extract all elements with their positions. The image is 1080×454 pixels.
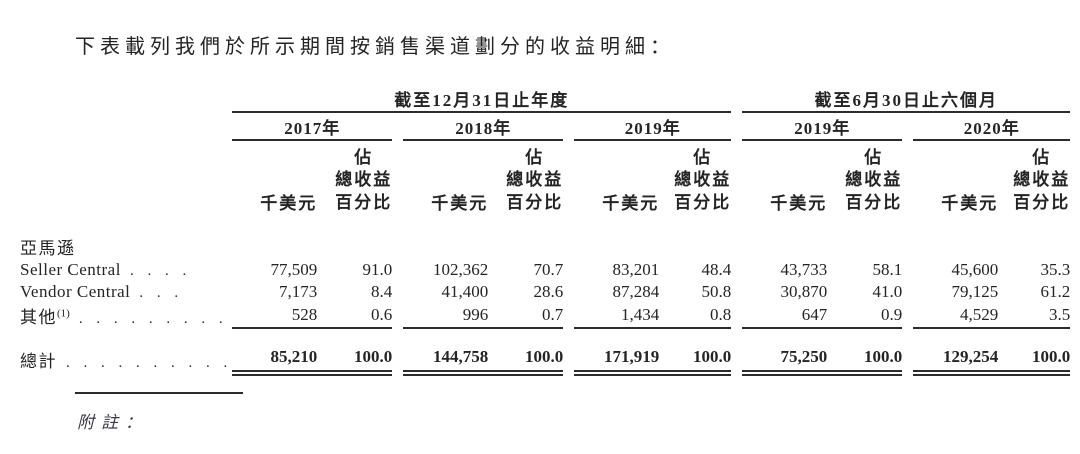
cell-value: 0.8: [659, 303, 732, 329]
table-year-header-row: 2017年 2018年 2019年 2019年 2020年: [20, 112, 1071, 141]
year-header-2018: 2018年: [403, 112, 564, 141]
cell-value: 70.7: [533, 260, 564, 279]
cell-value: 48.4: [701, 260, 732, 279]
cell-value: 41,400: [441, 282, 489, 301]
dot-leader: . . . . . . . . . .: [66, 354, 233, 371]
total-row: 總計. . . . . . . . . . 85,210 100.0 144,7…: [20, 345, 1071, 376]
dot-leader: . . . . . . . . .: [78, 311, 228, 327]
year-header-2019-interim: 2019年: [742, 112, 903, 141]
section-label: 亞馬遜: [20, 239, 76, 258]
total-value: 100.0: [488, 345, 564, 376]
intro-paragraph: 下表載列我們於所示期間按銷售渠道劃分的收益明細：: [75, 36, 675, 58]
cell-value: 58.1: [872, 260, 903, 279]
row-vendor-central: Vendor Central. . . 7,173 8.4 41,400 28.…: [20, 281, 1070, 303]
cell-value: 61.2: [1040, 282, 1071, 301]
group-header-interim: 截至6月30日止六個月: [742, 86, 1071, 113]
cell-value: 1,434: [574, 303, 660, 329]
cell-value: 43,733: [780, 260, 828, 279]
revenue-by-channel-table: 截至12月31日止年度 截至6月30日止六個月 2017年 2018年 2019…: [20, 86, 1071, 376]
total-label: 總計. . . . . . . . . .: [20, 351, 233, 371]
cell-value: 0.6: [317, 303, 393, 329]
cell-value: 91.0: [362, 260, 393, 279]
group-header-annual: 截至12月31日止年度: [232, 86, 732, 113]
pct-header: 佔總收益 百分比: [335, 147, 393, 212]
total-value: 85,210: [232, 345, 318, 376]
cell-value: 7,173: [279, 282, 318, 301]
year-header-2019: 2019年: [574, 112, 732, 141]
total-value: 100.0: [998, 345, 1071, 376]
cell-value: 647: [742, 303, 828, 329]
notes-heading: 附註：: [77, 413, 149, 432]
total-value: 100.0: [659, 345, 732, 376]
cell-value: 0.9: [827, 303, 903, 329]
cell-value: 77,509: [270, 260, 318, 279]
footnote-separator: [75, 392, 243, 394]
pct-header: 佔總收益 百分比: [674, 147, 732, 212]
table-group-header-row: 截至12月31日止年度 截至6月30日止六個月: [20, 86, 1071, 113]
cell-value: 3.5: [998, 303, 1071, 329]
row-others: 其他(1). . . . . . . . . 528 0.6 996 0.7 1…: [20, 303, 1071, 329]
total-value: 100.0: [317, 345, 393, 376]
cell-value: 28.6: [533, 282, 564, 301]
cell-value: 50.8: [701, 282, 732, 301]
row-label: 其他(1). . . . . . . . .: [20, 307, 228, 327]
spacer-row: [20, 214, 1070, 234]
unit-header: 千美元: [941, 194, 999, 213]
year-header-2017: 2017年: [232, 112, 393, 141]
total-value: 129,254: [913, 345, 999, 376]
column-gap: [731, 86, 742, 112]
total-value: 75,250: [742, 345, 828, 376]
cell-value: 30,870: [780, 282, 828, 301]
cell-value: 79,125: [951, 282, 999, 301]
cell-value: 0.7: [488, 303, 564, 329]
section-row-amazon: 亞馬遜: [20, 234, 1070, 259]
total-value: 144,758: [403, 345, 489, 376]
cell-value: 87,284: [612, 282, 660, 301]
spacer-row: [20, 328, 1070, 345]
cell-value: 83,201: [612, 260, 660, 279]
cell-value: 41.0: [872, 282, 903, 301]
total-value: 100.0: [827, 345, 903, 376]
row-label: Seller Central. . . .: [20, 260, 192, 279]
cell-value: 45,600: [951, 260, 999, 279]
unit-header: 千美元: [260, 194, 318, 213]
dot-leader: . . .: [139, 285, 184, 301]
unit-header: 千美元: [602, 194, 660, 213]
year-header-2020-interim: 2020年: [913, 112, 1071, 141]
pct-header: 佔總收益 百分比: [506, 147, 564, 212]
row-seller-central: Seller Central. . . . 77,509 91.0 102,36…: [20, 259, 1070, 281]
table-subheader-row: 千美元 佔總收益 百分比 千美元 佔總收益 百分比 千美元 佔總收益 百分比 千美元 …: [20, 140, 1070, 214]
row-label: Vendor Central. . .: [20, 282, 184, 301]
cell-value: 102,362: [433, 260, 489, 279]
unit-header: 千美元: [431, 194, 489, 213]
cell-value: 8.4: [371, 282, 393, 301]
unit-header: 千美元: [770, 194, 828, 213]
total-value: 171,919: [574, 345, 660, 376]
cell-value: 35.3: [1040, 260, 1071, 279]
pct-header: 佔總收益 百分比: [845, 147, 903, 212]
pct-header: 佔總收益 百分比: [1013, 147, 1071, 212]
footnote-ref: (1): [57, 307, 70, 320]
cell-value: 528: [232, 303, 318, 329]
cell-value: 4,529: [913, 303, 999, 329]
dot-leader: . . . .: [129, 263, 192, 279]
cell-value: 996: [403, 303, 489, 329]
